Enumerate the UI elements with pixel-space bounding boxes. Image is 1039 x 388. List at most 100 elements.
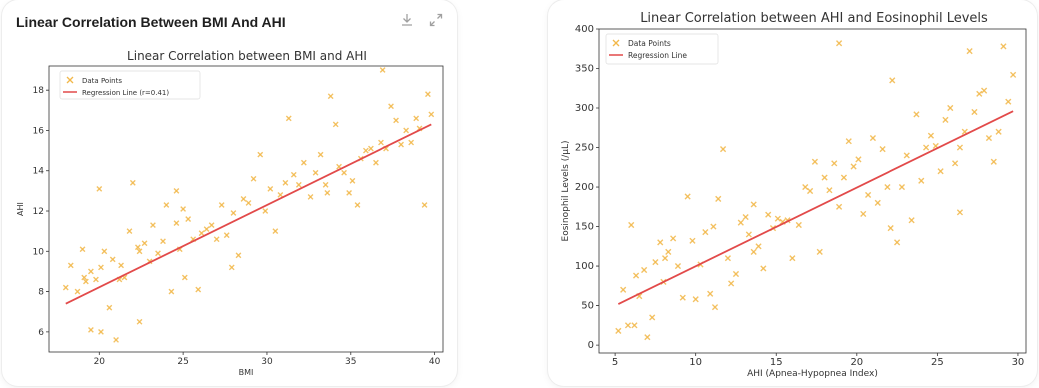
ahi-eosinophil-chart: Linear Correlation between AHI and Eosin… [561, 11, 1027, 379]
data-point [228, 264, 235, 271]
data-point-stroke [230, 210, 237, 216]
data-point [715, 195, 722, 202]
data-point [307, 194, 314, 200]
data-point [624, 322, 632, 329]
data-point-stroke [413, 115, 420, 122]
y-tick-label: 200 [575, 182, 594, 193]
data-point [262, 208, 269, 214]
data-point [652, 259, 659, 266]
data-point-stroke [378, 139, 384, 146]
data-point-stroke [150, 222, 156, 229]
data-point-stroke [956, 144, 964, 151]
data-point-stroke [850, 163, 857, 170]
y-tick-label: 0 [588, 340, 594, 351]
data-point [388, 103, 394, 110]
data-point [168, 288, 175, 295]
data-point [1010, 71, 1017, 78]
data-point-stroke [789, 255, 796, 262]
data-point-stroke [995, 128, 1002, 135]
data-point-stroke [121, 274, 128, 281]
download-icon[interactable] [399, 12, 415, 28]
data-point-stroke [81, 274, 88, 281]
data-point [245, 200, 252, 206]
data-point-stroke [679, 294, 686, 301]
data-point [79, 246, 86, 253]
data-point [631, 322, 638, 329]
data-point-stroke [692, 296, 699, 303]
data-point [98, 264, 104, 271]
data-point-stroke [719, 146, 727, 153]
data-point [728, 280, 735, 287]
data-point-stroke [421, 202, 428, 208]
data-point [332, 121, 339, 128]
data-point [295, 181, 302, 188]
data-point-stroke [961, 128, 968, 135]
data-point-stroke [636, 293, 643, 300]
data-point-stroke [742, 213, 749, 221]
data-point-stroke [889, 77, 896, 84]
data-point [300, 159, 307, 166]
data-point [628, 221, 635, 229]
data-point [362, 147, 369, 154]
data-point [908, 217, 915, 224]
data-point [692, 296, 699, 303]
data-point-stroke [118, 262, 124, 269]
data-point [670, 235, 677, 242]
data-point-stroke [96, 185, 103, 192]
data-point [724, 255, 732, 262]
data-point [742, 213, 749, 221]
data-point [82, 278, 89, 285]
data-point [755, 243, 762, 250]
data-point-stroke [702, 228, 709, 236]
data-point-stroke [195, 286, 202, 293]
data-point-stroke [160, 238, 166, 245]
data-point [795, 221, 802, 229]
data-point-stroke [903, 152, 910, 159]
x-tick-label: 25 [177, 357, 188, 367]
data-point-stroke [879, 146, 886, 153]
data-point [67, 262, 74, 269]
data-point-stroke [884, 183, 891, 191]
data-point-stroke [826, 187, 833, 194]
data-point [835, 40, 843, 47]
data-point-stroke [218, 202, 225, 208]
data-point [282, 179, 289, 186]
chart-title: Linear Correlation between BMI and AHI [127, 49, 367, 63]
data-point-stroke [774, 215, 781, 222]
data-point-stroke [674, 262, 682, 270]
data-point-stroke [198, 230, 205, 237]
data-point [884, 183, 891, 191]
data-point-stroke [393, 117, 399, 124]
x-tick-label: 40 [429, 357, 441, 367]
data-point-stroke [408, 139, 415, 146]
data-point [674, 262, 682, 270]
data-point [141, 240, 148, 247]
expand-icon[interactable] [428, 12, 444, 28]
data-point-stroke [632, 272, 640, 279]
data-point-stroke [129, 179, 136, 186]
data-point-stroke [136, 248, 143, 255]
data-point-stroke [362, 147, 369, 154]
data-point [789, 255, 796, 262]
data-point-stroke [860, 210, 867, 218]
data-point-stroke [79, 246, 86, 253]
data-point-stroke [277, 192, 284, 198]
data-point-stroke [272, 228, 279, 235]
data-point [615, 327, 622, 334]
data-point [150, 222, 156, 229]
data-point-stroke [155, 250, 161, 257]
data-point-stroke [779, 218, 786, 225]
data-point [317, 151, 324, 158]
data-point [88, 268, 94, 275]
data-point-stroke [312, 169, 319, 176]
data-point-stroke [336, 163, 342, 170]
data-point-stroke [615, 327, 622, 334]
data-point-stroke [971, 108, 978, 116]
data-point-stroke [173, 220, 180, 226]
data-point-stroke [250, 175, 257, 182]
data-point [864, 191, 872, 199]
data-point-stroke [116, 276, 123, 283]
data-point [923, 144, 930, 151]
data-point-stroke [923, 144, 930, 151]
data-point-stroke [831, 160, 838, 167]
